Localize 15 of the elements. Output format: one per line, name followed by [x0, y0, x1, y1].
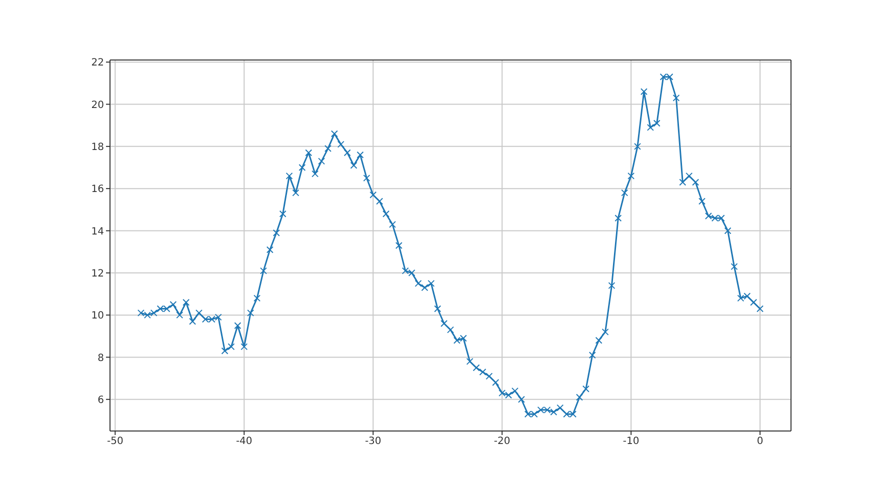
- x-tick-label: -50: [106, 436, 124, 448]
- x-tick-label: -40: [236, 436, 252, 448]
- y-tick-label: 6: [98, 394, 104, 406]
- x-tick-label: -20: [494, 436, 510, 448]
- y-tick-label: 16: [91, 184, 104, 196]
- y-tick-label: 20: [91, 100, 104, 111]
- x-tick-label: -30: [364, 436, 382, 448]
- y-tick-label: 18: [91, 142, 104, 153]
- y-tick-label: 22: [91, 58, 104, 69]
- y-tick-label: 12: [91, 268, 104, 280]
- y-tick-label: 8: [98, 352, 104, 364]
- x-tick-label: -10: [622, 436, 640, 448]
- y-tick-label: 10: [91, 310, 104, 322]
- y-tick-label: 14: [91, 226, 104, 238]
- x-tick-label: 0: [756, 436, 764, 448]
